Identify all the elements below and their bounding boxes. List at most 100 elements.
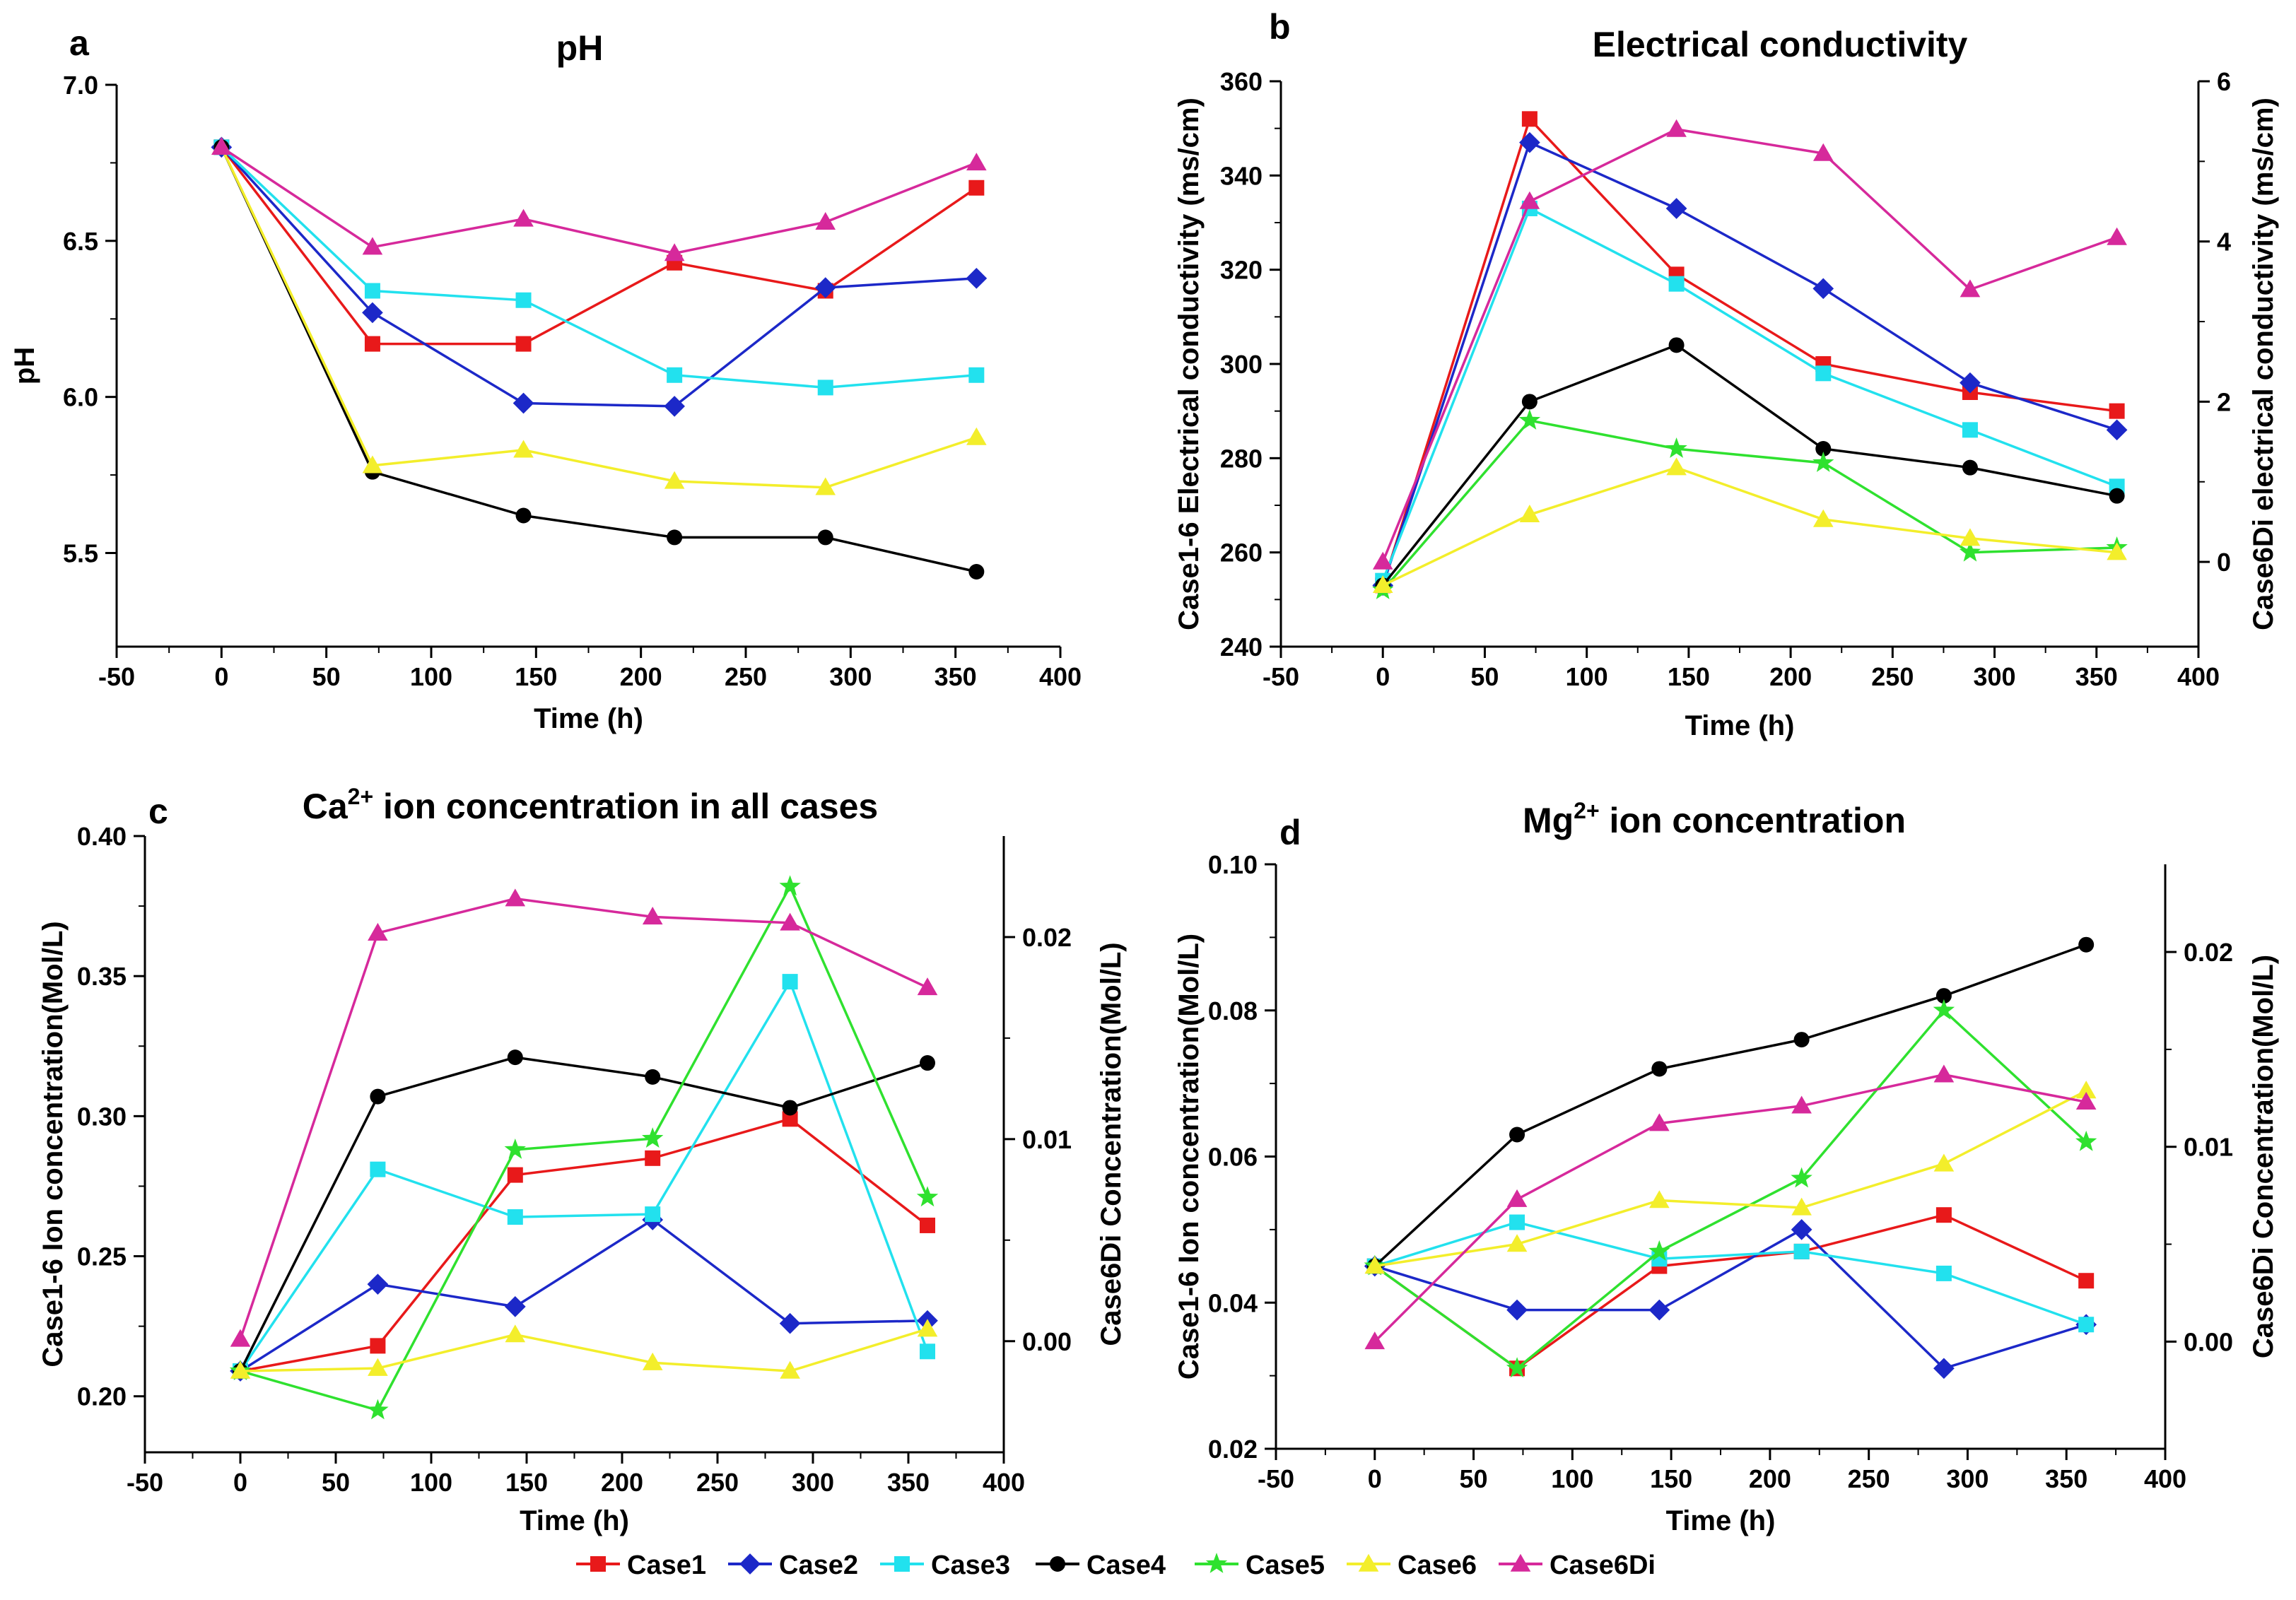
series-line-case5 xyxy=(1381,419,2117,592)
data-point xyxy=(1812,452,1834,472)
series-line-case1 xyxy=(240,1117,929,1372)
data-point xyxy=(512,392,534,414)
data-point xyxy=(504,1296,526,1317)
data-point xyxy=(1815,365,1832,382)
x-tick-label: 100 xyxy=(1551,1464,1593,1493)
data-point xyxy=(667,529,683,546)
data-point xyxy=(817,380,833,396)
data-point xyxy=(779,875,801,896)
data-point xyxy=(364,283,380,299)
legend-marker xyxy=(894,1556,910,1572)
data-point xyxy=(642,1127,664,1148)
data-point xyxy=(920,1055,935,1071)
data-point xyxy=(1509,1214,1525,1230)
y-tick-label: 0.04 xyxy=(1208,1288,1258,1317)
data-point xyxy=(1506,1189,1528,1207)
series-line-case6di xyxy=(239,897,928,1340)
data-point xyxy=(1372,551,1393,570)
x-tick-label: 400 xyxy=(983,1468,1025,1497)
data-point xyxy=(1364,1256,1386,1274)
y-tick-label: 7.0 xyxy=(63,71,98,100)
data-point xyxy=(2109,403,2125,419)
data-point xyxy=(1793,1243,1810,1259)
data-point xyxy=(1509,1127,1525,1143)
x-tick-label: 400 xyxy=(1039,662,1082,691)
series-line-case4 xyxy=(239,1056,928,1372)
series-line-case1 xyxy=(220,146,978,346)
data-point xyxy=(367,1399,389,1420)
series-case6 xyxy=(211,137,987,495)
y-axis-label: Case1-6 Electrical conductivity (ms/cm) xyxy=(1173,98,1205,630)
series-line-case6 xyxy=(1382,466,2117,587)
data-point xyxy=(1935,1207,1952,1223)
data-point xyxy=(664,243,685,261)
data-point xyxy=(515,336,532,352)
data-point xyxy=(230,1360,251,1379)
data-point xyxy=(968,180,985,196)
data-point xyxy=(367,1273,389,1295)
series-line-case5 xyxy=(1374,1008,2087,1370)
data-point xyxy=(814,277,836,298)
series-line-case4 xyxy=(1381,343,2117,587)
data-point xyxy=(1935,1265,1952,1281)
data-point xyxy=(780,912,800,931)
legend-label: Case4 xyxy=(1086,1551,1166,1580)
data-point xyxy=(370,1088,386,1105)
data-point xyxy=(1935,988,1952,1004)
data-point xyxy=(2107,227,2127,245)
legend-label: Case5 xyxy=(1246,1551,1325,1580)
series-line-case3 xyxy=(1381,206,2118,582)
data-point xyxy=(1812,509,1834,527)
data-point xyxy=(1791,1197,1812,1216)
data-point xyxy=(1933,1358,1955,1380)
legend-label: Case6Di xyxy=(1550,1551,1656,1580)
series-case2 xyxy=(1372,131,2128,596)
y2-tick-label: 0.01 xyxy=(1022,1125,1072,1154)
data-point xyxy=(1960,528,1981,546)
data-point xyxy=(1506,1234,1528,1252)
data-point xyxy=(1666,119,1687,137)
panel-letter: c xyxy=(148,792,168,831)
x-tick-label: 0 xyxy=(1368,1464,1382,1493)
y-axis-label: pH xyxy=(9,347,40,384)
x-axis-label: Time (h) xyxy=(520,1505,629,1536)
data-point xyxy=(2107,542,2127,560)
y2-tick-label: 0.02 xyxy=(2184,938,2233,967)
legend-label: Case3 xyxy=(931,1551,1010,1580)
data-point xyxy=(1960,279,1981,298)
data-point xyxy=(1959,541,1981,562)
data-point xyxy=(505,1324,526,1343)
data-point xyxy=(782,1100,798,1116)
series-line-case2 xyxy=(240,1218,928,1372)
legend: Case1 Case2 Case3 Case4 Case5 Case6 Case6Di xyxy=(576,1551,1656,1580)
data-point xyxy=(1364,1331,1386,1350)
y-tick-label: 0.35 xyxy=(77,962,127,991)
x-tick-label: 50 xyxy=(312,662,341,691)
data-point xyxy=(505,888,526,907)
data-point xyxy=(642,1352,663,1370)
chart-panel-d: -50 0 50 100 150 200 250 300 350 400 0.02 0.04 0.06 0… xyxy=(1173,798,2279,1536)
data-point xyxy=(1791,1167,1812,1188)
data-point xyxy=(1506,1357,1528,1378)
x-tick-label: 150 xyxy=(1668,662,1710,691)
data-point xyxy=(920,1343,935,1360)
data-point xyxy=(1668,337,1685,353)
data-point xyxy=(1521,111,1538,127)
panel-letter: b xyxy=(1269,7,1291,47)
data-point xyxy=(920,1217,935,1233)
legend-marker xyxy=(590,1556,606,1572)
data-point xyxy=(1519,131,1540,153)
x-tick-label: 250 xyxy=(696,1468,739,1497)
series-line-case1 xyxy=(1381,116,2117,586)
x-tick-label: 50 xyxy=(322,1468,350,1497)
legend-label: Case2 xyxy=(779,1551,858,1580)
y-tick-label: 0.20 xyxy=(77,1382,127,1411)
data-point xyxy=(1648,1299,1670,1321)
series-case6di xyxy=(211,137,987,261)
data-point xyxy=(2078,1317,2095,1333)
data-point xyxy=(507,1049,523,1066)
data-point xyxy=(1506,1299,1528,1321)
y-tick-label: 0.10 xyxy=(1208,850,1258,879)
legend-marker xyxy=(1205,1553,1228,1573)
